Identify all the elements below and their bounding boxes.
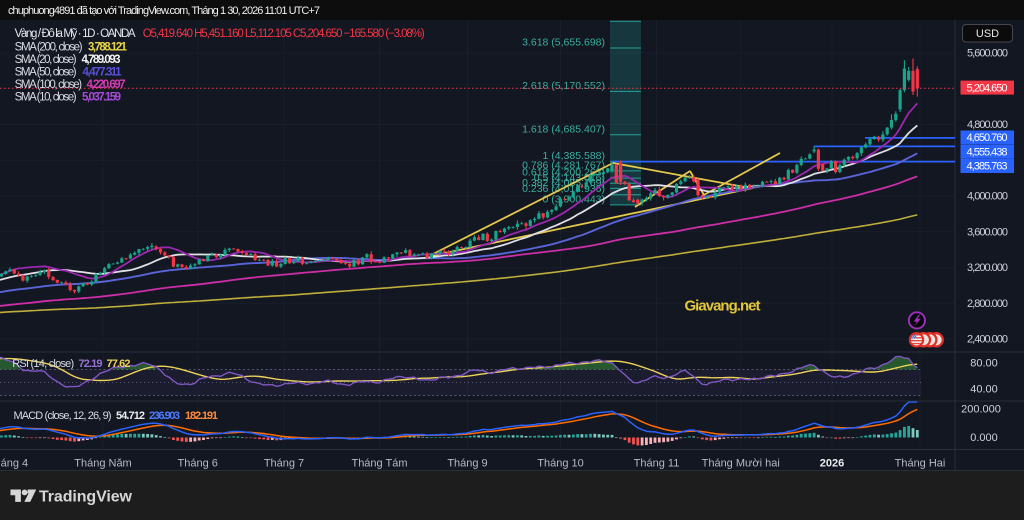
svg-text:4,385.763: 4,385.763 [967, 161, 1008, 173]
svg-text:Tháng 9: Tháng 9 [447, 458, 487, 470]
svg-text:0.382 (4,085.769): 0.382 (4,085.769) [522, 177, 605, 189]
svg-text:5,204.650: 5,204.650 [967, 82, 1008, 94]
svg-text:1 (4,385.588): 1 (4,385.588) [543, 150, 605, 162]
svg-text:Tháng 11: Tháng 11 [634, 458, 680, 470]
svg-text:TradingView: TradingView [39, 489, 133, 506]
svg-text:O5,419.640 H5,451.160 L5,112: O5,419.640 H5,451.160 L5,112.105 C5,204.… [143, 28, 425, 40]
svg-text:Tháng 6: Tháng 6 [178, 458, 218, 470]
svg-text:4,789.093: 4,789.093 [82, 54, 121, 66]
svg-text:SMA (10, close): SMA (10, close) [15, 92, 77, 104]
svg-text:72.19: 72.19 [79, 358, 103, 370]
svg-text:200.000: 200.000 [961, 404, 1001, 416]
svg-text:USD: USD [976, 28, 999, 40]
svg-text:0.236 (4,014.936): 0.236 (4,014.936) [522, 183, 605, 195]
svg-text:3,200.000: 3,200.000 [967, 262, 1008, 274]
svg-text:RSI (14, close): RSI (14, close) [12, 358, 74, 370]
svg-text:54.712: 54.712 [116, 410, 145, 422]
svg-text:5,600.000: 5,600.000 [967, 48, 1008, 60]
svg-text:2026: 2026 [820, 458, 844, 470]
svg-text:SMA (100, close): SMA (100, close) [15, 79, 83, 91]
svg-text:SMA (20, close): SMA (20, close) [15, 54, 77, 66]
svg-text:Tháng Mười hai: Tháng Mười hai [702, 458, 780, 470]
svg-text:0.5 (4,143.016): 0.5 (4,143.016) [534, 172, 605, 184]
svg-text:4,477.311: 4,477.311 [83, 67, 123, 79]
svg-text:Tháng Năm: Tháng Năm [74, 458, 131, 470]
svg-text:80.00: 80.00 [970, 358, 998, 370]
svg-text:Giavang.net: Giavang.net [685, 298, 761, 315]
svg-text:0.000: 0.000 [970, 432, 998, 444]
svg-text:3,788.121: 3,788.121 [88, 42, 128, 54]
svg-text:2.618 (5,170.552): 2.618 (5,170.552) [522, 80, 605, 92]
svg-text:236.903: 236.903 [149, 410, 180, 422]
svg-text:Tháng 4: Tháng 4 [0, 458, 28, 470]
svg-text:40.00: 40.00 [970, 384, 998, 396]
svg-text:Tháng Tám: Tháng Tám [351, 458, 407, 470]
svg-text:4,000.000: 4,000.000 [967, 191, 1008, 203]
svg-text:Tháng 10: Tháng 10 [537, 458, 583, 470]
svg-text:4,220.697: 4,220.697 [87, 79, 126, 91]
svg-text:0 (3,900.443): 0 (3,900.443) [543, 193, 605, 205]
svg-text:4,650.760: 4,650.760 [967, 132, 1008, 144]
svg-text:2,800.000: 2,800.000 [967, 298, 1008, 310]
svg-text:77.62: 77.62 [107, 358, 131, 370]
svg-text:3.618 (5,655.698): 3.618 (5,655.698) [522, 37, 605, 49]
svg-text:2,400.000: 2,400.000 [967, 334, 1008, 346]
svg-text:Tháng 7: Tháng 7 [264, 458, 304, 470]
svg-text:MACD (close, 12, 26, 9): MACD (close, 12, 26, 9) [14, 410, 112, 422]
svg-text:SMA (200, close): SMA (200, close) [15, 42, 83, 54]
svg-text:1.618 (4,685.407): 1.618 (4,685.407) [522, 123, 605, 135]
svg-text:5,037.159: 5,037.159 [82, 92, 121, 104]
svg-text:4,800.000: 4,800.000 [967, 119, 1008, 131]
svg-text:182.191: 182.191 [185, 410, 218, 422]
svg-text:Tháng Hai: Tháng Hai [895, 458, 946, 470]
svg-text:chuphuong4891 đã tạo với Tradi: chuphuong4891 đã tạo với TradingView.com… [8, 5, 320, 17]
svg-text:0.786 (4,281.767): 0.786 (4,281.767) [522, 159, 605, 171]
svg-text:0.618 (4,200.263): 0.618 (4,200.263) [522, 167, 605, 179]
svg-text:SMA (50, close): SMA (50, close) [15, 67, 77, 79]
svg-text:3,600.000: 3,600.000 [967, 226, 1008, 238]
svg-text:Vàng / Đô la Mỹ · 1D · OANDA: Vàng / Đô la Mỹ · 1D · OANDA [15, 28, 136, 40]
svg-text:4,555.438: 4,555.438 [967, 147, 1008, 159]
